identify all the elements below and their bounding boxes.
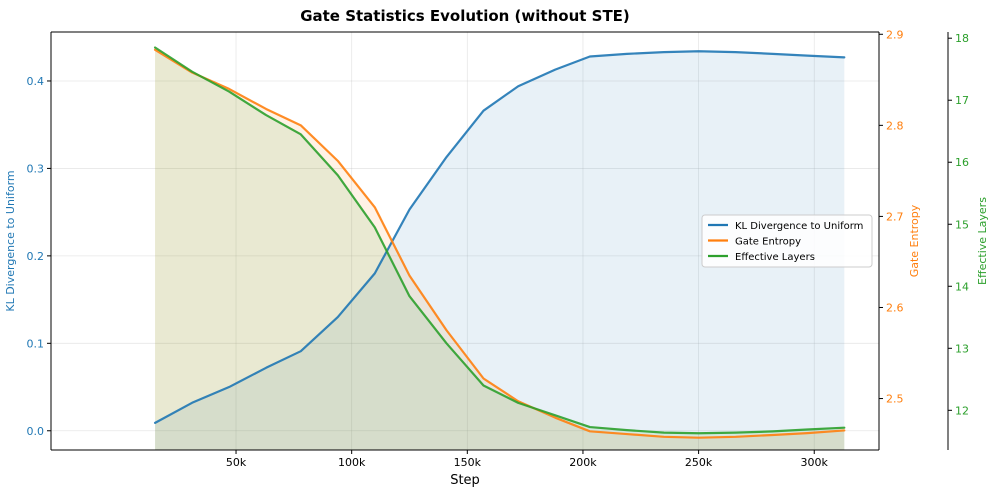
entropy-tick-label: 2.6 [886,301,904,314]
axes-layer: 50k 100k 150k 200k 250k 300k 0.0 0.1 0.2 0.3 0.4 KL… [4,28,989,469]
series-fill-layers [155,47,845,450]
x-tick-label: 200k [569,456,597,469]
layers-tick-label: 18 [955,32,969,45]
legend-label-kl: KL Divergence to Uniform [735,221,863,232]
entropy-tick-label: 2.9 [886,28,904,41]
series-fill-kl [155,51,845,451]
series-fill-entropy [155,49,845,450]
series-line-kl[interactable] [153,50,846,424]
series-line-entropy[interactable] [153,48,846,439]
kl-tick-label: 0.1 [27,337,45,350]
layers-axis-label: Effective Layers [976,197,989,285]
layers-tick-label: 15 [955,218,969,231]
series-line-layers[interactable] [153,46,846,435]
entropy-tick-label: 2.7 [886,210,904,223]
kl-axis-label: KL Divergence to Uniform [4,170,17,311]
x-tick-label: 50k [226,456,247,469]
legend-label-entropy: Gate Entropy [735,237,801,248]
kl-tick-label: 0.2 [27,250,45,263]
entropy-tick-label: 2.8 [886,119,904,132]
x-tick-label: 100k [338,456,366,469]
legend-box [701,214,873,268]
layers-tick-label: 17 [955,94,969,107]
entropy-tick-label: 2.5 [886,393,904,406]
layers-tick-label: 14 [955,280,969,293]
layers-tick-label: 12 [955,404,969,417]
chart-title: Gate Statistics Evolution (without STE) [300,7,630,25]
layers-tick-label: 13 [955,342,969,355]
entropy-axis-label: Gate Entropy [908,204,921,277]
x-axis-label: Step [450,473,480,488]
x-tick-label: 150k [454,456,482,469]
fill-layer [155,47,845,451]
legend[interactable]: KL Divergence to Uniform Gate Entropy Effe… [701,214,873,268]
layers-tick-label: 16 [955,156,969,169]
line-layer [153,46,846,439]
kl-tick-label: 0.4 [27,75,45,88]
kl-tick-label: 0.3 [27,162,45,175]
legend-label-layers: Effective Layers [735,252,815,263]
x-tick-label: 300k [801,456,829,469]
x-tick-label: 250k [685,456,713,469]
kl-tick-label: 0.0 [27,425,45,438]
